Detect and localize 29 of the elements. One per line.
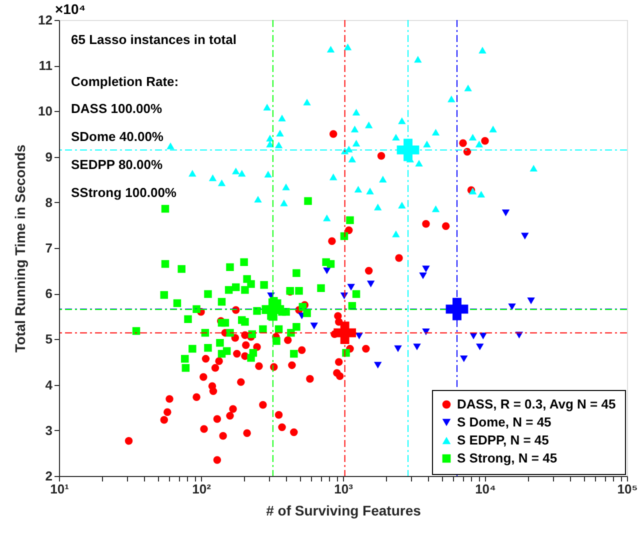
x-tick-label: 10¹ [50,482,69,496]
y-tick-label: 2 [45,468,52,484]
x-tick-label: 10² [192,482,212,496]
annotation: SDome 40.00% [71,129,164,144]
annotation: SStrong 100.00% [71,185,177,200]
y-axis-title: Total Running Time in Seconds [12,144,28,352]
x-axis-title: # of Surviving Features [266,502,422,518]
legend-label: S Dome, N = 45 [457,414,552,430]
annotation: DASS 100.00% [71,101,162,116]
legend-label: S EDPP, N = 45 [457,432,549,448]
x-tick-label: 10⁵ [617,482,638,496]
y-tick-label: 6 [45,286,52,302]
x-tick-label: 10³ [334,482,354,496]
y-tick-label: 11 [38,58,52,74]
legend-label: S Strong, N = 45 [457,450,558,466]
y-tick-label: 7 [45,240,52,256]
annotation: SEDPP 80.00% [71,157,163,172]
y-tick-label: 3 [45,422,52,438]
annotation: Completion Rate: [71,74,179,89]
text: ×10⁴ [55,1,86,17]
y-tick-label: 12 [38,12,52,28]
y-tick-label: 4 [45,377,54,392]
y-tick-label: 8 [45,194,52,210]
annotation: 65 Lasso instances in total [71,32,236,47]
y-tick-label: 10 [38,104,52,119]
y-tick-label: 9 [45,149,52,164]
legend-label: DASS, R = 0.3, Avg N = 45 [457,396,616,412]
y-tick-label: 5 [45,332,52,347]
x-tick-label: 10⁴ [475,482,496,496]
